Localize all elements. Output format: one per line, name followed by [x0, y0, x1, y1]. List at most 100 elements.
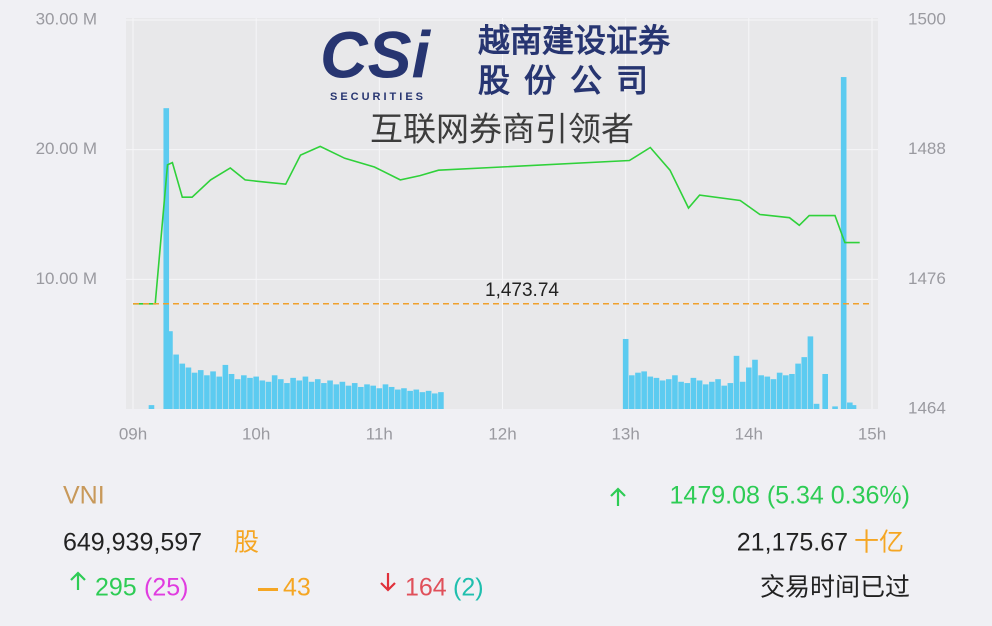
advances: 295 [95, 574, 137, 602]
volume-bar [148, 405, 155, 409]
volume-bar [758, 375, 764, 409]
volume-bar [801, 357, 808, 409]
volume-bar [216, 376, 223, 409]
logo-subtitle: SECURITIES [330, 91, 426, 103]
y-tick-label: 30.00 M [36, 9, 97, 28]
index-name: VNI [63, 482, 105, 510]
volume-bar [770, 379, 777, 409]
volume-bar [425, 390, 432, 409]
declines-floor: (2) [453, 574, 484, 602]
x-tick-label: 15h [858, 424, 886, 443]
logo-slogan: 互联网券商引领者 [370, 111, 634, 148]
reference-label: 1,473.74 [485, 280, 559, 301]
declines: 164 [405, 574, 447, 602]
volume-bar [653, 377, 660, 409]
volume-bar [228, 373, 235, 409]
volume: 649,939,597 [63, 529, 202, 557]
y2-tick-label: 1476 [908, 269, 946, 288]
volume-bar [351, 383, 358, 409]
volume-bar [290, 377, 296, 409]
volume-bar [438, 392, 444, 409]
status: 交易时间已过 [760, 574, 910, 602]
volume-bar [382, 384, 389, 409]
volume-bar [179, 363, 186, 409]
volume-bar [721, 385, 727, 409]
logo: CSi SECURITIES 越南建设证券 股份公司 互联网券商引领者 [320, 17, 671, 147]
volume-bar [419, 392, 426, 409]
logo-mark: CSi [320, 17, 432, 91]
volume-bar [173, 354, 179, 409]
volume-bar [847, 402, 853, 409]
volume-bar [222, 364, 229, 409]
volume-bar [234, 379, 241, 409]
volume-bar [629, 375, 635, 409]
volume-bar [407, 390, 413, 409]
volume-bar [813, 403, 820, 409]
volume-bar [822, 373, 828, 409]
y-tick-label: 20.00 M [36, 139, 97, 158]
volume-bar [752, 359, 758, 409]
volume-bar [733, 355, 740, 409]
unchanged: 43 [283, 574, 311, 602]
volume-bar [702, 384, 709, 409]
volume-bar [271, 375, 278, 409]
volume-bar [333, 384, 340, 409]
down-arrow [380, 573, 396, 592]
volume-bar [431, 393, 438, 409]
volume-bar [167, 331, 173, 409]
volume-bar [727, 383, 734, 409]
volume-bar [259, 380, 266, 409]
index-change: 1479.08 (5.34 0.36%) [670, 482, 910, 510]
volume-bar [247, 377, 253, 409]
volume-bar [370, 385, 376, 409]
volume-bar [795, 363, 801, 409]
volume-bar [204, 375, 210, 409]
volume-bar [308, 381, 315, 409]
volume-bar [635, 372, 641, 409]
up-arrow [610, 487, 626, 506]
logo-name: 股份公司 [478, 62, 662, 98]
x-tick-label: 09h [119, 424, 147, 443]
volume-bar [345, 385, 352, 409]
volume-bar [832, 406, 838, 409]
logo-name: 越南建设证券 [478, 22, 671, 58]
volume-bar [327, 380, 333, 409]
advances-ceiling: (25) [144, 574, 188, 602]
volume-bar [782, 375, 789, 409]
y2-tick-label: 1500 [908, 9, 946, 28]
volume-bar [265, 381, 272, 409]
volume-bar [395, 389, 401, 409]
volume-bar [191, 372, 198, 409]
volume-bar [339, 381, 346, 409]
volume-bar [789, 373, 795, 409]
up-arrow [70, 571, 86, 590]
x-tick-label: 13h [611, 424, 639, 443]
volume-bar [807, 336, 814, 409]
volume-bar [278, 379, 284, 409]
y-tick-label: 10.00 M [36, 269, 97, 288]
volume-bar [659, 380, 666, 409]
y2-tick-label: 1464 [908, 398, 946, 417]
volume-bar [764, 376, 771, 409]
volume-bar [321, 383, 327, 409]
unchanged-icon [258, 588, 278, 591]
volume-bar [296, 380, 303, 409]
volume-bar [622, 338, 629, 409]
volume-bar [850, 405, 857, 409]
volume-bar [696, 380, 703, 409]
volume-bar [641, 371, 647, 409]
x-tick-label: 14h [735, 424, 763, 443]
volume-bar [672, 375, 678, 409]
value-unit: 十亿 [854, 529, 904, 557]
volume-bar [358, 386, 364, 409]
volume-bar [413, 389, 420, 409]
grid: 09h 10h 11h 12h 13h 14h 15h 10.00 M 20.00 M 30.00… [36, 9, 946, 443]
volume-bar [284, 383, 290, 409]
volume-bar [665, 379, 672, 409]
volume-bar [746, 367, 752, 409]
volume-bar [684, 383, 691, 409]
y2-tick-label: 1488 [908, 139, 946, 158]
volume-bar [709, 381, 715, 409]
